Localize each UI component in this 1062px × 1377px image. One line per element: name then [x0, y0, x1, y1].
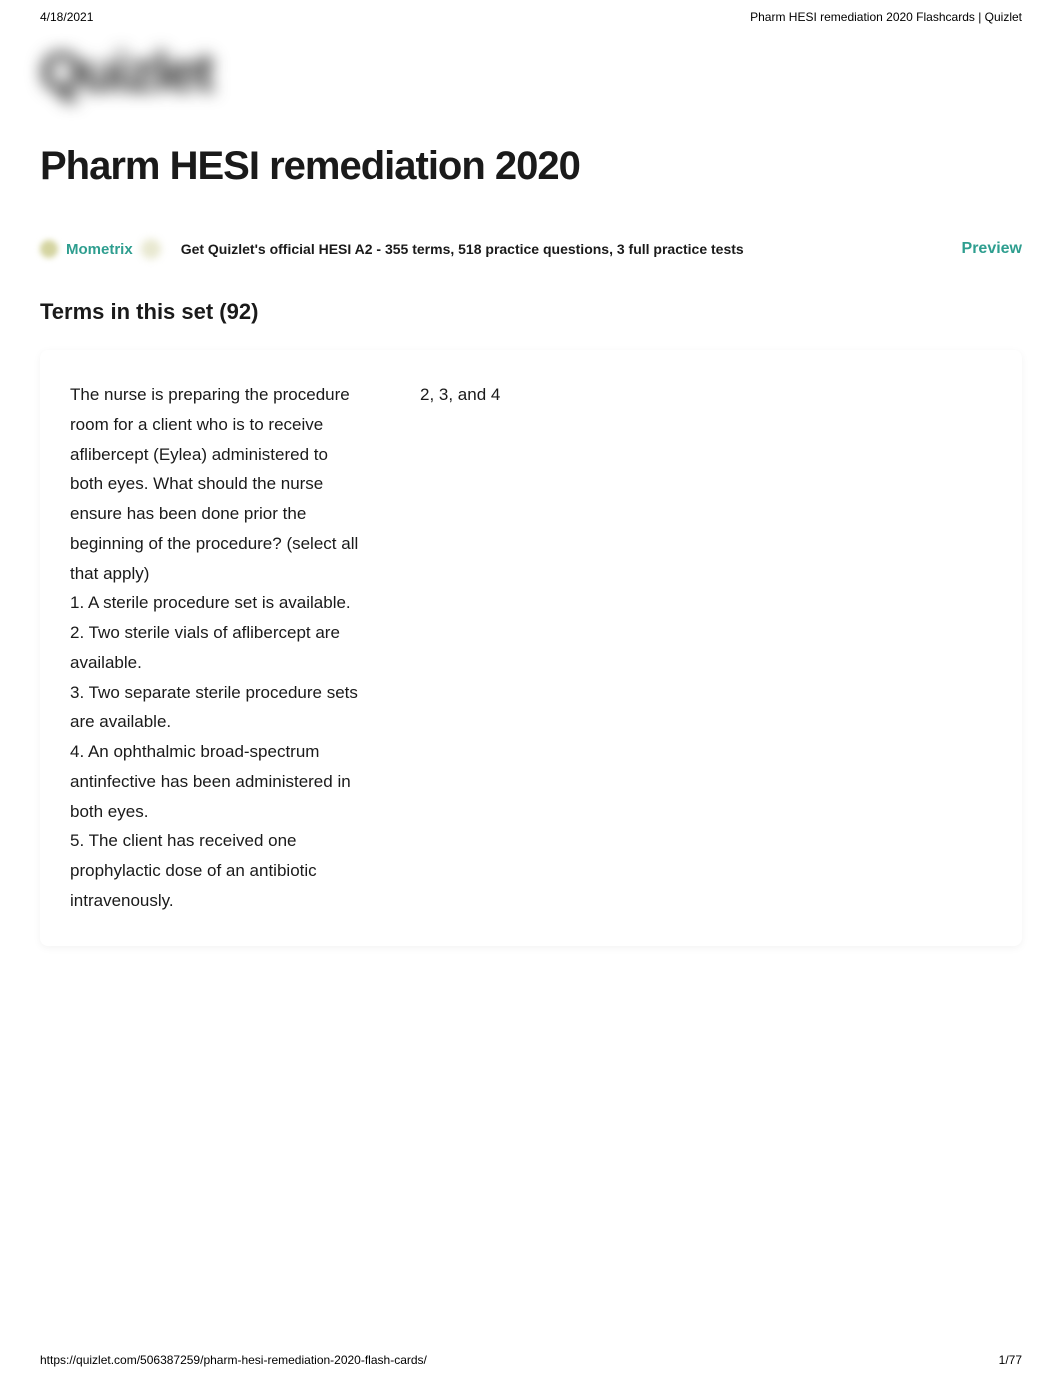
header-page-title: Pharm HESI remediation 2020 Flashcards |…: [750, 10, 1022, 24]
title-section: Pharm HESI remediation 2020: [0, 104, 1062, 219]
flashcard-term-text: The nurse is preparing the procedure roo…: [70, 385, 358, 910]
footer-bar: https://quizlet.com/506387259/pharm-hesi…: [0, 1353, 1062, 1367]
flashcard[interactable]: The nurse is preparing the procedure roo…: [40, 350, 1022, 946]
header-meta-bar: 4/18/2021 Pharm HESI remediation 2020 Fl…: [0, 0, 1062, 34]
flashcard-term: The nurse is preparing the procedure roo…: [70, 380, 360, 916]
mometrix-brand-label: Mometrix: [66, 241, 133, 258]
quizlet-logo[interactable]: Quizlet: [40, 39, 1022, 104]
flashcard-definition: 2, 3, and 4: [400, 380, 992, 916]
footer-url: https://quizlet.com/506387259/pharm-hesi…: [40, 1353, 427, 1367]
mometrix-icon-right: [141, 239, 161, 259]
header-date: 4/18/2021: [40, 10, 93, 24]
logo-container: Quizlet: [0, 39, 1062, 104]
terms-count-header: Terms in this set (92): [0, 279, 1062, 350]
promo-description: Get Quizlet's official HESI A2 - 355 ter…: [181, 241, 942, 257]
mometrix-icon: [40, 240, 58, 258]
mometrix-badge[interactable]: Mometrix: [40, 239, 161, 259]
preview-button[interactable]: Preview: [962, 240, 1022, 258]
flashcard-definition-text: 2, 3, and 4: [420, 385, 500, 404]
footer-page-number: 1/77: [999, 1353, 1022, 1367]
promo-bar: Mometrix Get Quizlet's official HESI A2 …: [0, 219, 1062, 279]
page-title: Pharm HESI remediation 2020: [40, 144, 1022, 189]
